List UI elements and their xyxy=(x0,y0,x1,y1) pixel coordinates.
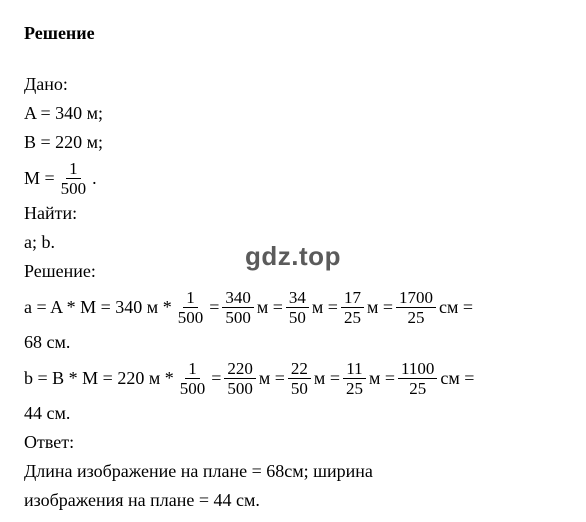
given-m: M = 1 500 . xyxy=(24,158,562,198)
answer-label: Ответ: xyxy=(24,429,562,456)
calc-b-line: b = B * M = 220 м * 1 500 = 220 500 м = … xyxy=(24,358,562,398)
calc-a-frac-4: 1700 25 xyxy=(396,289,436,326)
solution-heading: Решение xyxy=(24,20,562,47)
m-frac-den: 500 xyxy=(58,179,90,197)
calc-a-frac-1: 340 500 xyxy=(222,289,254,326)
given-a: A = 340 м; xyxy=(24,100,562,127)
calc-b-frac-2: 22 50 xyxy=(288,360,311,397)
calc-a-line: a = A * M = 340 м * 1 500 = 340 500 м = … xyxy=(24,287,562,327)
answer-text-2: изображения на плане = 44 см. xyxy=(24,487,562,514)
m-suffix: . xyxy=(92,165,97,192)
given-label: Дано: xyxy=(24,71,562,98)
calc-b-frac-1: 220 500 xyxy=(224,360,256,397)
m-prefix: M = xyxy=(24,165,55,192)
find-vars: a; b. xyxy=(24,229,562,256)
calc-b-frac-3: 11 25 xyxy=(343,360,366,397)
calc-a-prefix: a = A * M = 340 м * xyxy=(24,294,172,321)
m-fraction: 1 500 xyxy=(58,160,90,197)
calc-a-frac-0: 1 500 xyxy=(175,289,207,326)
find-label: Найти: xyxy=(24,200,562,227)
calc-b-prefix: b = B * M = 220 м * xyxy=(24,365,174,392)
answer-text-1: Длина изображение на плане = 68см; ширин… xyxy=(24,458,562,485)
calc-a-result: 68 см. xyxy=(24,329,562,356)
calc-b-frac-4: 1100 25 xyxy=(398,360,437,397)
given-b: B = 220 м; xyxy=(24,129,562,156)
calc-b-frac-0: 1 500 xyxy=(177,360,209,397)
calc-a-frac-3: 17 25 xyxy=(341,289,364,326)
calc-a-frac-2: 34 50 xyxy=(286,289,309,326)
solution-label: Решение: xyxy=(24,258,562,285)
m-frac-num: 1 xyxy=(66,160,81,179)
calc-b-result: 44 см. xyxy=(24,400,562,427)
